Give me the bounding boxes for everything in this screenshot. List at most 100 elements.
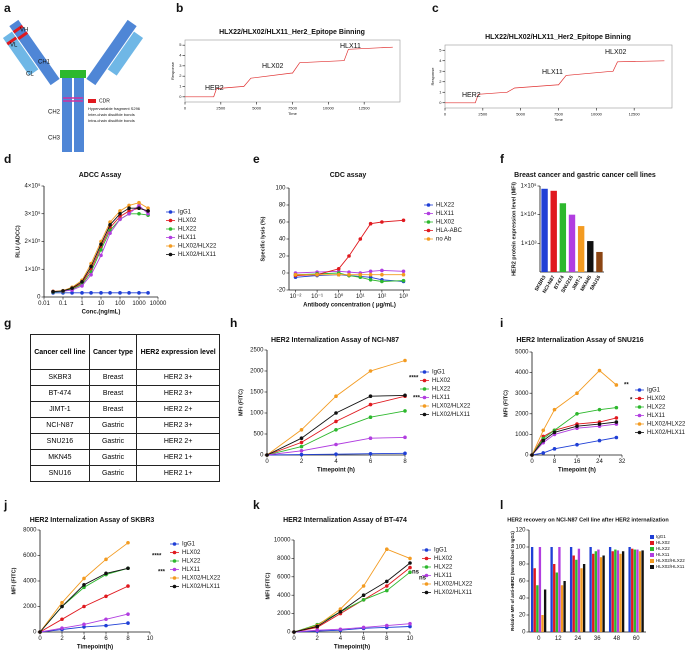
annotation: **** (409, 376, 419, 382)
legend-text: HLX22 (436, 203, 455, 209)
legend-text: HLX22 (647, 405, 666, 411)
annotation: *** (158, 570, 166, 576)
x-tick-label: 8 (126, 636, 130, 642)
legend-text: HLX02/HLX11 (178, 252, 217, 258)
bar (580, 568, 583, 632)
y-tick-label: 4000 (277, 593, 291, 599)
legend-swatch (650, 541, 654, 545)
x-tick-label: 4 (82, 636, 86, 642)
data-point (334, 452, 338, 456)
legend-text: Inter-chain disulfide bonds (88, 112, 135, 117)
data-point (347, 254, 351, 258)
legend-text: HLX02/HLX11 (432, 412, 471, 418)
data-point (368, 436, 373, 441)
data-point (368, 415, 373, 420)
x-tick-label: 2 (316, 636, 320, 642)
bar (631, 548, 634, 632)
data-point (597, 422, 602, 426)
table-cell: HER2 2+ (136, 433, 220, 450)
legend-text: HLX11 (436, 211, 455, 217)
legend-marker (172, 567, 177, 572)
bar (614, 549, 617, 632)
legend-marker (424, 556, 429, 561)
series-line (531, 437, 617, 456)
chart-title: HER2 recovery on NCI-N87 Cell line after… (507, 517, 669, 523)
y-tick-label: 3 (179, 63, 182, 68)
series-line (293, 567, 411, 633)
y-tick-label: 3×10⁵ (24, 210, 41, 217)
data-point (408, 621, 412, 626)
x-tick-label: 10 (147, 636, 154, 642)
y-tick-label: 100 (275, 186, 286, 192)
legend-text: IgG1 (182, 542, 196, 548)
data-point (385, 579, 389, 584)
legend-text: HLX22 (656, 546, 670, 551)
x-tick-label: 6 (369, 459, 373, 465)
data-point (614, 435, 619, 440)
data-point (597, 368, 602, 373)
legend-marker (422, 370, 427, 374)
bar (541, 188, 548, 272)
data-point (126, 540, 130, 545)
x-tick-label: 12500 (359, 106, 371, 111)
data-point (82, 585, 86, 590)
data-point (380, 268, 384, 273)
legend-marker (422, 378, 427, 383)
panel-label: e (253, 152, 260, 166)
legend-marker (426, 203, 431, 207)
table-cell: Gastric (88, 449, 138, 466)
x-tick-label: 8 (553, 459, 557, 465)
data-point (118, 211, 122, 216)
data-point (401, 269, 406, 274)
chart: HER2 recovery on NCI-N87 Cell line after… (507, 517, 685, 642)
panel-label: a (4, 1, 11, 15)
y-axis-label: MFI (FITC) (11, 567, 17, 594)
data-point (265, 453, 269, 457)
y-tick-label: 40 (279, 237, 286, 243)
x-tick-label: 12 (555, 636, 562, 642)
cdr (12, 24, 24, 34)
x-tick-label: 60 (633, 636, 640, 642)
table-cell: HER2 2+ (136, 401, 220, 418)
data-point (292, 630, 296, 634)
legend-marker (637, 430, 642, 435)
data-point (126, 584, 130, 588)
bar (582, 564, 586, 632)
data-point (385, 584, 389, 588)
data-point (80, 291, 84, 295)
x-tick-label: 0 (537, 636, 541, 642)
y-tick-label: 1×10⁴ (520, 211, 537, 218)
y-tick-label: 0 (439, 100, 442, 105)
data-point (408, 624, 412, 629)
series-line (53, 213, 149, 293)
panel-label: i (500, 316, 503, 330)
x-tick-label: 4 (339, 636, 343, 642)
data-point (552, 447, 557, 451)
bar (596, 251, 603, 272)
data-point (334, 442, 338, 447)
chart: ADCC Assay 0 1×10⁵ 2×10⁵ 3×10⁵ 4×10⁵ 0.01 0.1 1 1… (15, 172, 217, 316)
data-point (89, 273, 93, 277)
data-point (380, 220, 384, 224)
bar (616, 550, 620, 632)
chart-title: CDC assay (330, 172, 367, 179)
table-header-row: Cancer cell line Cancer type HER2 expressi… (30, 334, 220, 370)
legend-text: HLX02 (434, 556, 453, 562)
series-line (531, 423, 617, 456)
y-tick-label: 1×10⁵ (520, 183, 537, 190)
legend-text: HLX02 (178, 218, 197, 224)
panel-label: c (432, 1, 439, 15)
data-point (146, 291, 150, 295)
x-axis-label: Conc.(ng/mL) (82, 310, 121, 316)
bar (553, 564, 556, 632)
bar (587, 241, 594, 272)
bar (597, 549, 600, 632)
y-tick-label: -20 (277, 288, 286, 294)
data-point (127, 206, 131, 210)
legend-text: HLX02 (436, 220, 455, 226)
y-tick-label: 2 (179, 73, 182, 78)
legend-text: HLX11 (178, 235, 197, 241)
data-point (146, 206, 150, 210)
data-point (99, 248, 103, 252)
table-cell: SNU216 (30, 433, 90, 450)
